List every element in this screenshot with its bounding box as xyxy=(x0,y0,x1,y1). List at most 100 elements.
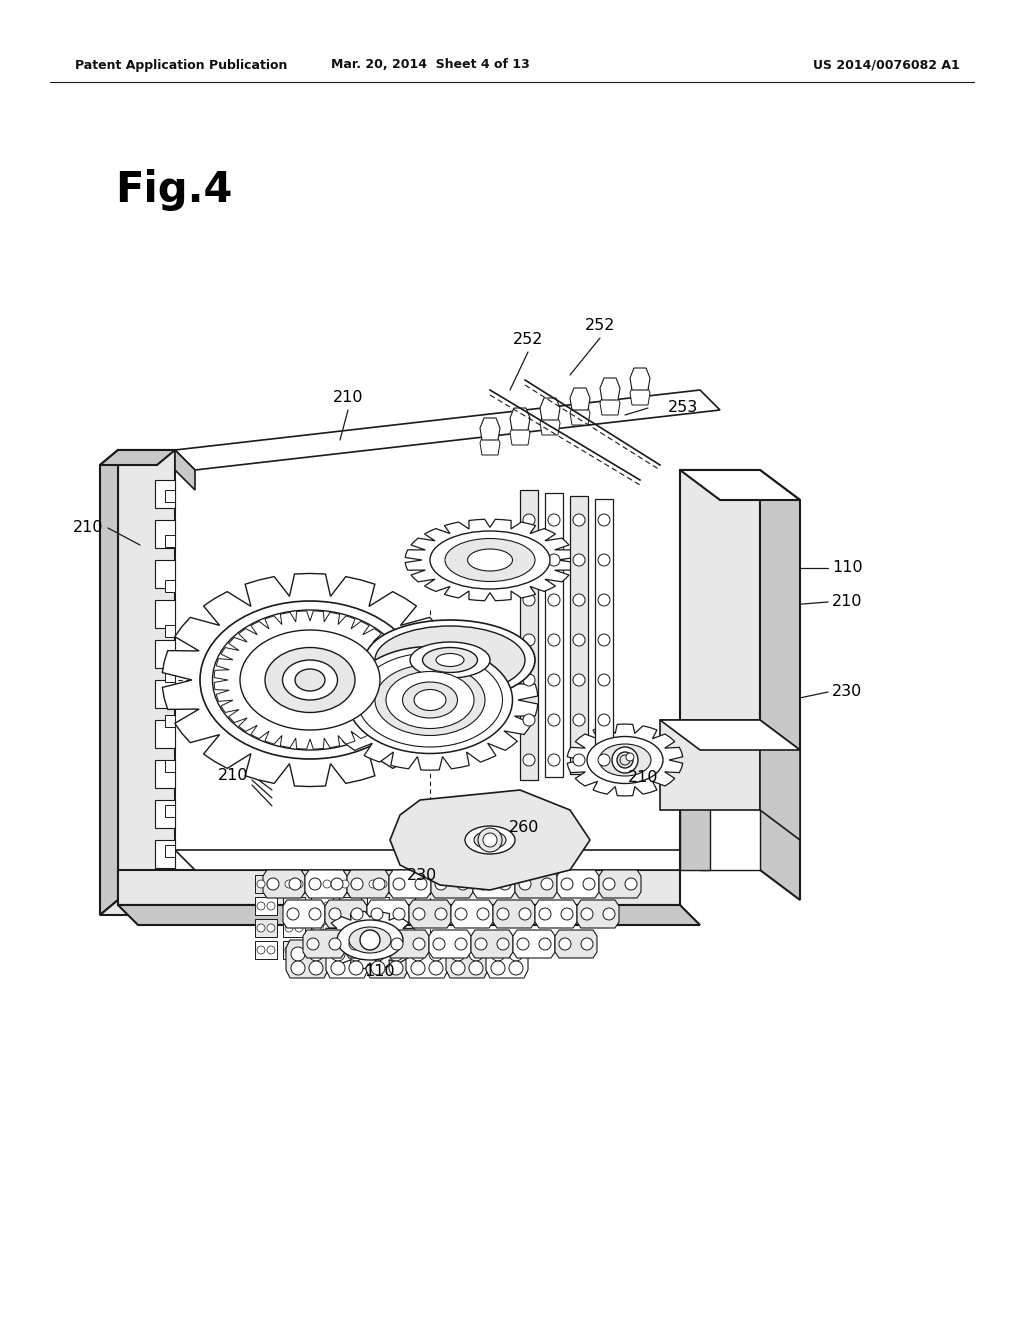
Polygon shape xyxy=(345,931,387,958)
Circle shape xyxy=(411,946,425,961)
Circle shape xyxy=(391,939,403,950)
Circle shape xyxy=(267,880,275,888)
Polygon shape xyxy=(680,470,800,500)
Polygon shape xyxy=(680,770,710,870)
Circle shape xyxy=(598,754,610,766)
Polygon shape xyxy=(595,499,613,771)
Text: 252: 252 xyxy=(513,333,543,347)
Circle shape xyxy=(523,634,535,645)
Circle shape xyxy=(369,924,377,932)
Polygon shape xyxy=(155,601,175,628)
Circle shape xyxy=(499,878,511,890)
Circle shape xyxy=(433,939,445,950)
Polygon shape xyxy=(311,898,333,915)
Circle shape xyxy=(573,513,585,525)
Circle shape xyxy=(612,747,638,774)
Circle shape xyxy=(295,902,303,909)
Ellipse shape xyxy=(295,669,325,690)
Circle shape xyxy=(267,878,279,890)
Circle shape xyxy=(349,939,361,950)
Circle shape xyxy=(429,946,443,961)
Circle shape xyxy=(523,714,535,726)
Polygon shape xyxy=(387,931,429,958)
Text: Fig.4: Fig.4 xyxy=(115,169,232,211)
Circle shape xyxy=(309,961,323,975)
Circle shape xyxy=(331,946,345,961)
Polygon shape xyxy=(431,870,473,898)
Circle shape xyxy=(371,961,385,975)
Circle shape xyxy=(329,939,341,950)
Polygon shape xyxy=(520,490,538,780)
Ellipse shape xyxy=(365,620,535,700)
Circle shape xyxy=(539,939,551,950)
Polygon shape xyxy=(255,941,278,960)
Polygon shape xyxy=(165,845,175,857)
Circle shape xyxy=(457,878,469,890)
Polygon shape xyxy=(155,480,175,508)
Circle shape xyxy=(313,924,321,932)
Polygon shape xyxy=(700,719,760,870)
Polygon shape xyxy=(283,919,305,937)
Circle shape xyxy=(341,902,349,909)
Circle shape xyxy=(371,939,383,950)
Circle shape xyxy=(482,832,498,847)
Circle shape xyxy=(625,878,637,890)
Polygon shape xyxy=(760,470,800,900)
Polygon shape xyxy=(367,898,389,915)
Circle shape xyxy=(360,931,380,950)
Polygon shape xyxy=(515,870,557,898)
Circle shape xyxy=(603,878,615,890)
Text: 210: 210 xyxy=(628,771,658,785)
Circle shape xyxy=(475,939,487,950)
Ellipse shape xyxy=(402,682,458,718)
Circle shape xyxy=(373,878,385,890)
Polygon shape xyxy=(660,719,800,750)
Circle shape xyxy=(477,878,489,890)
Polygon shape xyxy=(480,418,500,440)
Circle shape xyxy=(349,946,362,961)
Polygon shape xyxy=(311,919,333,937)
Circle shape xyxy=(369,902,377,909)
Ellipse shape xyxy=(200,601,420,759)
Circle shape xyxy=(523,594,535,606)
Ellipse shape xyxy=(213,610,408,750)
Polygon shape xyxy=(303,931,345,958)
Circle shape xyxy=(490,961,505,975)
Polygon shape xyxy=(175,389,720,470)
Circle shape xyxy=(478,828,502,851)
Polygon shape xyxy=(486,940,528,978)
Circle shape xyxy=(371,908,383,920)
Polygon shape xyxy=(325,900,367,928)
Circle shape xyxy=(323,880,331,888)
Circle shape xyxy=(548,714,560,726)
Polygon shape xyxy=(339,875,361,894)
Polygon shape xyxy=(577,900,618,928)
Ellipse shape xyxy=(265,648,355,713)
Circle shape xyxy=(451,946,465,961)
Ellipse shape xyxy=(375,664,485,735)
Circle shape xyxy=(295,946,303,954)
Ellipse shape xyxy=(414,689,446,710)
Circle shape xyxy=(598,675,610,686)
Circle shape xyxy=(413,908,425,920)
Polygon shape xyxy=(339,898,361,915)
Circle shape xyxy=(287,908,299,920)
Polygon shape xyxy=(323,630,538,770)
Text: 110: 110 xyxy=(831,561,862,576)
Polygon shape xyxy=(155,760,175,788)
Circle shape xyxy=(351,908,362,920)
Circle shape xyxy=(351,902,359,909)
Circle shape xyxy=(435,908,447,920)
Polygon shape xyxy=(305,870,347,898)
Ellipse shape xyxy=(337,920,403,960)
Text: 252: 252 xyxy=(585,318,615,334)
Ellipse shape xyxy=(386,672,474,729)
Text: 230: 230 xyxy=(407,869,437,883)
Circle shape xyxy=(313,946,321,954)
Polygon shape xyxy=(570,496,588,774)
Circle shape xyxy=(598,554,610,566)
Circle shape xyxy=(413,939,425,950)
Polygon shape xyxy=(446,940,488,978)
Circle shape xyxy=(349,961,362,975)
Polygon shape xyxy=(155,840,175,869)
